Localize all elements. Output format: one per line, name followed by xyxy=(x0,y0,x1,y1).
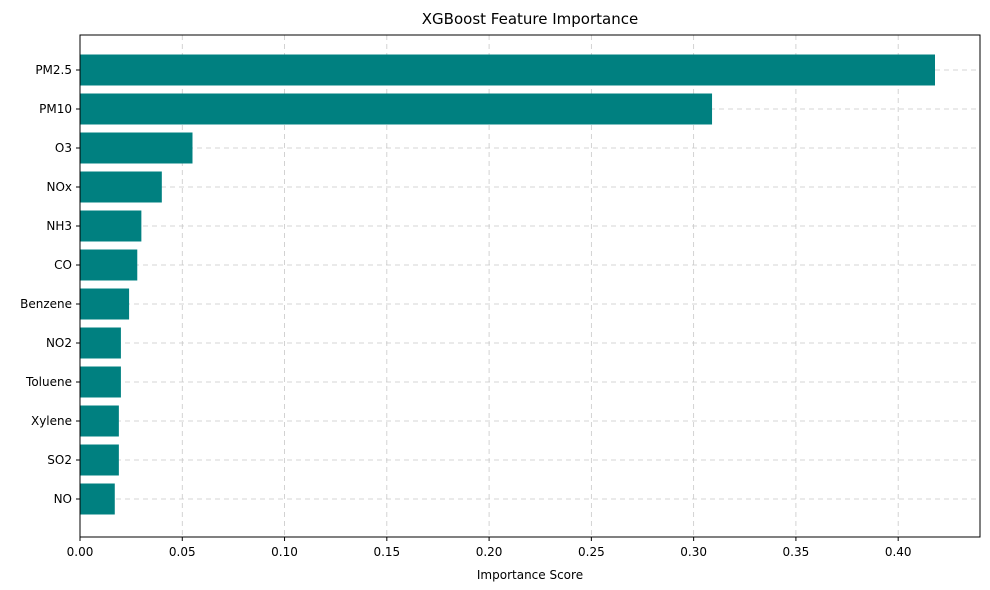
grid-layer xyxy=(79,35,980,537)
bar xyxy=(80,93,713,125)
x-tick-label: 0.05 xyxy=(169,545,196,559)
y-tick-label: O3 xyxy=(55,141,72,155)
y-tick-label: NH3 xyxy=(46,219,72,233)
ticks-layer: 0.00 0.05 0.10 0.15 0.20 0.25 0.30 0.35 0.40 PM2.… xyxy=(20,63,911,559)
x-tick-label: 0.25 xyxy=(578,545,605,559)
y-tick-label: SO2 xyxy=(47,453,72,467)
y-tick-label: Toluene xyxy=(25,375,72,389)
bar xyxy=(80,132,193,164)
y-tick-label: PM10 xyxy=(39,102,72,116)
x-tick-label: 0.00 xyxy=(67,545,94,559)
x-tick-label: 0.15 xyxy=(373,545,400,559)
x-axis-label: Importance Score xyxy=(477,568,583,582)
bar xyxy=(80,405,119,437)
bar xyxy=(80,444,119,476)
bar xyxy=(80,54,935,86)
bar xyxy=(80,327,121,359)
bar xyxy=(80,210,142,242)
x-tick-label: 0.40 xyxy=(885,545,912,559)
y-tick-label: Benzene xyxy=(20,297,72,311)
bars-layer xyxy=(80,54,935,515)
y-tick-label: NOx xyxy=(46,180,72,194)
y-tick-label: NO xyxy=(54,492,72,506)
chart-title: XGBoost Feature Importance xyxy=(422,10,638,28)
y-tick-label: CO xyxy=(54,258,72,272)
x-tick-label: 0.30 xyxy=(680,545,707,559)
plot-frame xyxy=(79,34,981,538)
bar xyxy=(80,366,121,398)
bar xyxy=(80,249,138,281)
y-tick-label: Xylene xyxy=(31,414,72,428)
x-tick-label: 0.10 xyxy=(271,545,298,559)
bar xyxy=(80,483,115,515)
x-tick-label: 0.35 xyxy=(783,545,810,559)
x-tick-label: 0.20 xyxy=(476,545,503,559)
bar xyxy=(80,288,130,320)
bar xyxy=(80,171,162,203)
y-tick-label: PM2.5 xyxy=(35,63,72,77)
y-tick-label: NO2 xyxy=(46,336,72,350)
